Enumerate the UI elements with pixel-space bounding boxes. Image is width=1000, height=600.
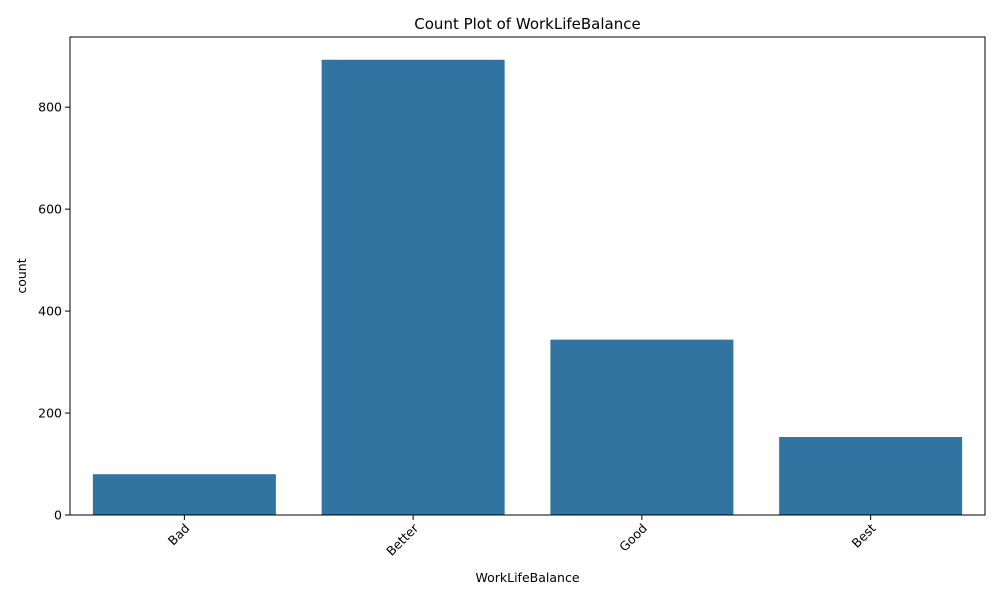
bars-group <box>92 59 963 515</box>
y-tick-label: 600 <box>38 202 62 217</box>
x-axis-label: WorkLifeBalance <box>475 570 579 585</box>
y-axis-label: count <box>14 258 29 293</box>
bar-better <box>321 59 505 515</box>
bar-bad <box>92 474 276 515</box>
plot-frame <box>69 36 986 516</box>
y-tick-label: 400 <box>38 304 62 319</box>
chart-title: Count Plot of WorkLifeBalance <box>414 15 640 33</box>
y-tick-label: 800 <box>38 100 62 115</box>
y-axis-ticks: 0 200 400 600 800 <box>38 100 70 523</box>
y-tick-label: 0 <box>54 508 62 523</box>
y-tick-label: 200 <box>38 406 62 421</box>
bar-good <box>550 339 734 515</box>
bar-best <box>779 437 963 515</box>
